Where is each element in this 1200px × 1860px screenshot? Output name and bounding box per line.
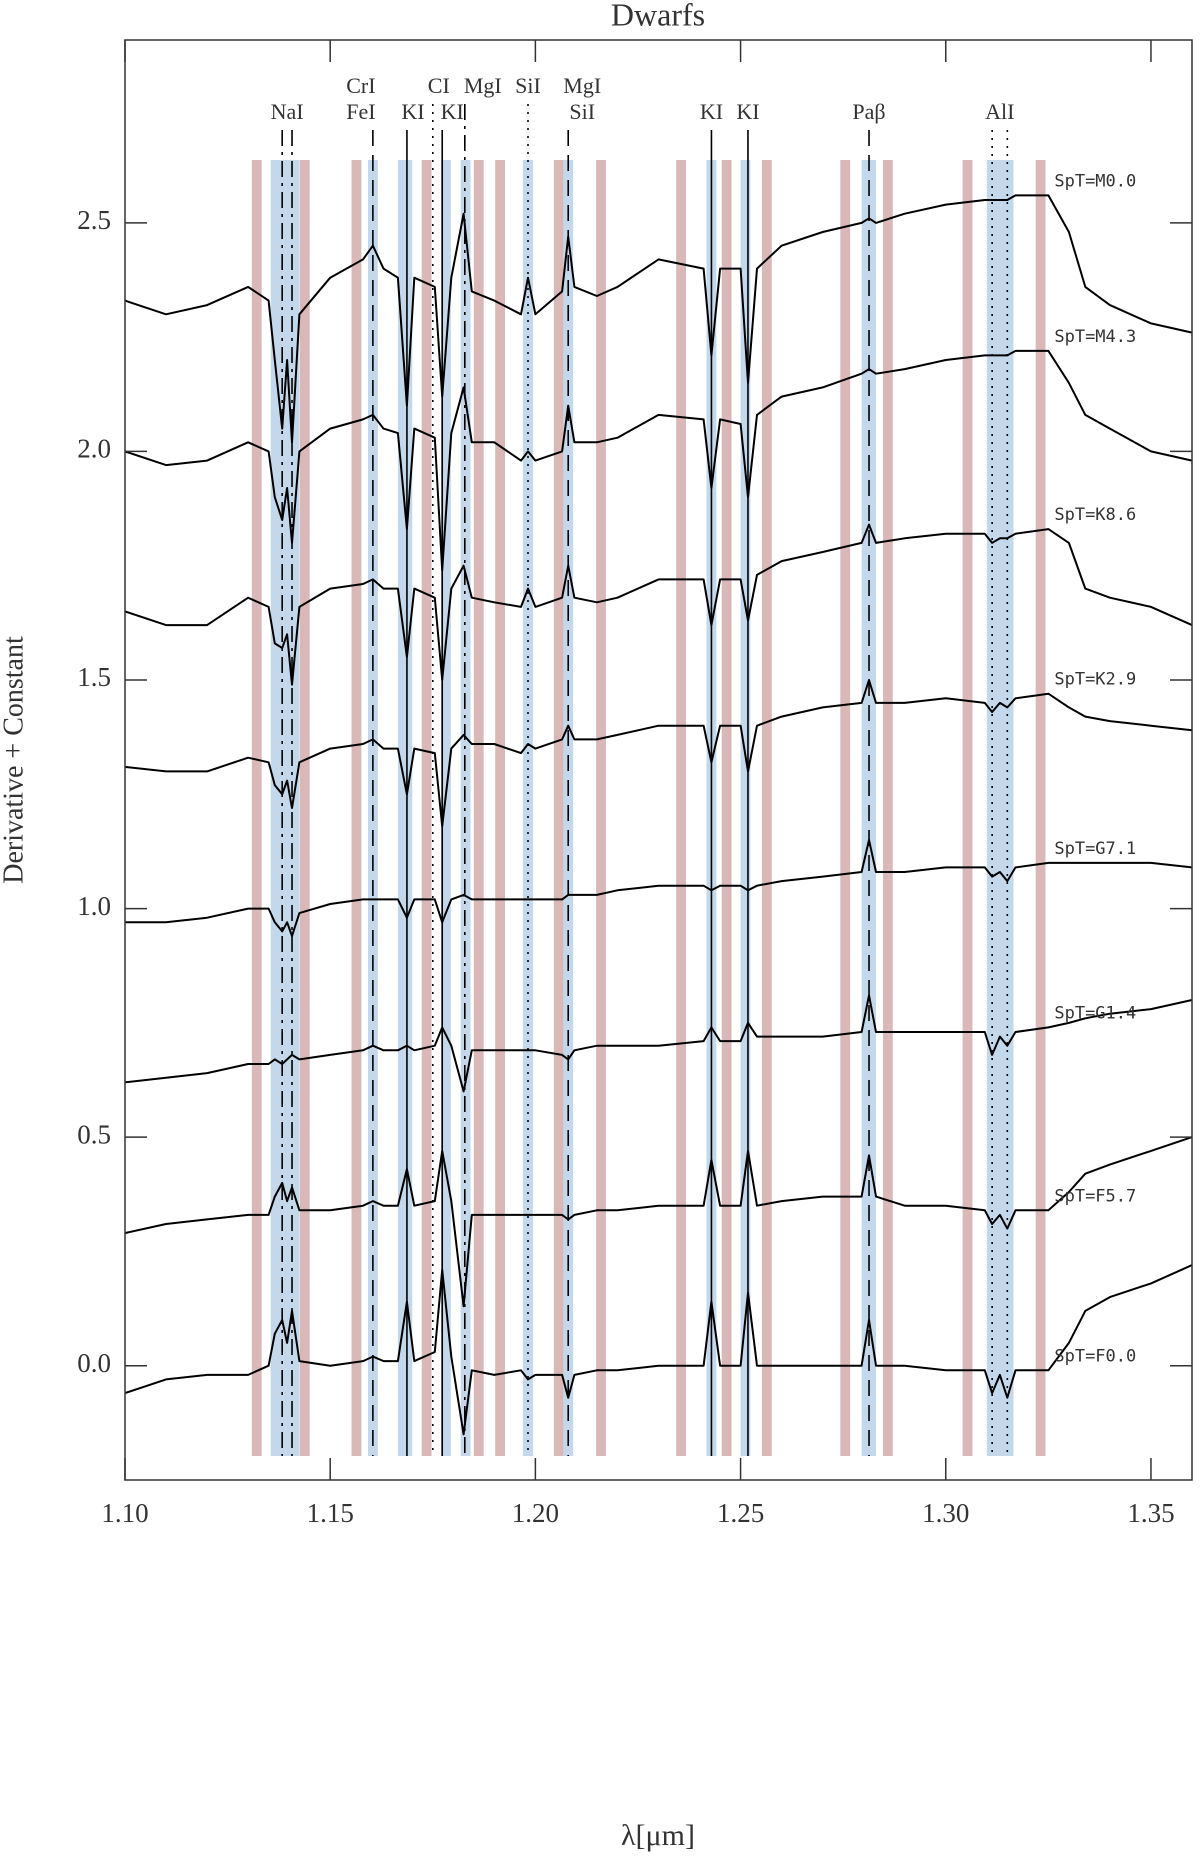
line-label: KI — [700, 99, 723, 124]
spectral-band — [1035, 160, 1046, 1456]
spectral-band — [495, 160, 506, 1456]
line-label: SiI — [515, 73, 541, 98]
spectral-band — [882, 160, 893, 1456]
plot-frame — [124, 39, 1193, 1481]
spectral-band — [962, 160, 973, 1456]
line-label: CrI — [346, 73, 375, 98]
spectrum-line — [125, 839, 1193, 937]
series-label: SpT=F5.7 — [1054, 1186, 1136, 1206]
line-label: CI — [428, 73, 450, 98]
line-label: FeI — [346, 99, 375, 124]
spectral-band — [553, 160, 564, 1456]
spectral-band — [440, 160, 451, 1456]
x-tick-label: 1.35 — [1127, 1498, 1174, 1528]
y-tick-label: 0.5 — [77, 1119, 111, 1149]
x-tick-label: 1.15 — [307, 1498, 354, 1528]
line-label: KI — [736, 99, 759, 124]
spectrum-line — [124, 679, 1193, 828]
spectral-band — [460, 160, 471, 1456]
spectrum-line — [124, 194, 1193, 444]
series-label: SpT=M0.0 — [1054, 171, 1136, 191]
spectral-band — [761, 160, 772, 1456]
spectral-band — [299, 160, 310, 1456]
x-tick-label: 1.10 — [101, 1498, 148, 1528]
line-label: SiI — [569, 99, 595, 124]
spectral-band — [676, 160, 686, 1456]
line-label: NaI — [271, 99, 304, 124]
spectral-band — [840, 160, 851, 1456]
line-label: KI — [441, 99, 464, 124]
series-label: SpT=G7.1 — [1054, 839, 1136, 859]
spectral-band — [351, 160, 362, 1456]
x-tick-label: 1.20 — [512, 1498, 559, 1528]
line-label: Paβ — [852, 99, 885, 124]
line-label: MgI — [563, 73, 601, 98]
y-tick-label: 2.5 — [77, 205, 111, 235]
series-label: SpT=K8.6 — [1054, 505, 1136, 525]
x-axis-label: λ[μm] — [621, 1819, 695, 1852]
spectral-band — [740, 160, 751, 1456]
spectral-band — [473, 160, 484, 1456]
series-label: SpT=K2.9 — [1054, 670, 1136, 690]
spectral-band — [397, 160, 413, 1456]
spectral-band — [251, 160, 262, 1456]
series-label: SpT=G1.4 — [1054, 1003, 1136, 1023]
spectrum-line — [124, 349, 1193, 572]
line-label: KI — [401, 99, 424, 124]
spectral-band — [421, 160, 432, 1456]
x-tick-label: 1.25 — [717, 1498, 764, 1528]
spectrum-line — [124, 523, 1193, 686]
line-label: MgI — [464, 73, 502, 98]
series-label: SpT=F0.0 — [1054, 1346, 1136, 1366]
y-tick-label: 1.5 — [77, 662, 111, 692]
y-axis-label: Derivative + Constant — [0, 636, 29, 884]
line-label: AlI — [985, 99, 1014, 124]
spectrum-line — [124, 994, 1193, 1093]
spectral-band — [986, 160, 1014, 1456]
y-tick-label: 2.0 — [77, 434, 111, 464]
spectrum-line — [124, 1264, 1193, 1436]
spectral-band — [596, 160, 606, 1456]
spectral-band — [721, 160, 732, 1456]
chart-title: Dwarfs — [611, 0, 705, 32]
spectrum-line — [124, 1136, 1193, 1308]
y-tick-label: 1.0 — [77, 891, 111, 921]
series-label: SpT=M4.3 — [1054, 327, 1136, 347]
y-tick-label: 0.0 — [77, 1348, 111, 1378]
x-tick-label: 1.30 — [922, 1498, 969, 1528]
